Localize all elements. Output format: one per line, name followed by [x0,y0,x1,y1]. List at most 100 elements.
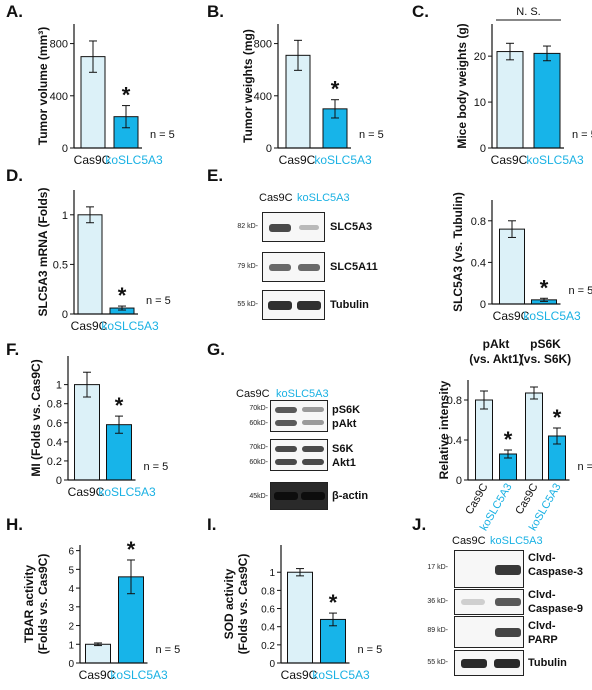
chart-c-bar [533,52,561,149]
chart-b-tick-label: 0 [266,143,272,155]
panel-label-g: G. [207,340,225,359]
chart-b-tick-label: 400 [254,91,272,103]
panel-label-f: F. [6,340,20,359]
chart-b-significance-star: * [331,77,340,102]
chart-f-tick-label: 0 [56,475,62,487]
blot-e-protein-tubulin: Tubulin [330,299,369,311]
chart-e-quant-tick-label: 0 [480,299,486,311]
chart-c-ylabel: Mice body weights (g) [455,23,469,148]
chart-h-ylabel: (Folds vs. Cas9C) [36,554,50,655]
chart-c-n-label: n = 5 [572,129,592,141]
blot-g-header-cas9c: Cas9C [236,388,270,400]
chart-i-tick-label: 0.8 [261,586,275,597]
chart-d-category-label: koSLC5A3 [101,319,159,333]
chart-e-quant-significance-star: * [540,275,549,300]
chart-f-tick-label: 0.2 [47,456,62,468]
blot-e-mw-2: 79 kD- [237,263,258,270]
blot-j-mw-1: 17 kD- [427,564,448,571]
chart-d-category-label: Cas9C [71,319,108,333]
blot-j-protein-parp-a: Clvd- [528,620,556,632]
chart-i-significance-star: * [329,590,338,615]
panel-label-e: E. [207,166,224,185]
blot-j-lane-caspase3 [454,550,524,588]
chart-e-quant-n-label: n = 5 [569,285,592,297]
blot-g-header-koslc5a3: koSLC5A3 [276,388,329,400]
chart-g-quant-group-label: pS6K [530,337,561,351]
chart-e-quant-bar [499,228,525,305]
blot-j-lane-tubulin [454,650,524,676]
chart-c-tick-label: 0 [480,143,486,155]
blot-j-mw-3: 89 kD- [427,627,448,634]
chart-f-n-label: n = 5 [144,461,169,473]
chart-c-tick-label: 10 [474,97,486,109]
chart-h-tick-label: 2 [68,622,74,633]
chart-h-category-label: Cas9C [79,668,116,682]
chart-a-tick-label: 0 [62,143,68,155]
panel-label-c: C. [412,2,429,21]
blot-g-mw-2a: 70kD- [249,444,268,451]
blot-g-protein-akt1: Akt1 [332,457,356,469]
chart-g-quant-ylabel: Relative intensity [437,380,451,479]
chart-d-tick-label: 0 [62,309,68,321]
chart-i-category-label: Cas9C [281,668,318,682]
blot-g-protein-beta-actin: β-actin [332,490,369,502]
blot-e-mw-1: 82 kD- [237,223,258,230]
blot-g-protein-pakt: pAkt [332,418,357,430]
chart-g-quant-bar [475,399,493,481]
blot-e-lane-slc5a3 [262,212,325,242]
blot-e-header-cas9c: Cas9C [259,192,293,204]
chart-h-ylabel: TBAR activity [22,565,36,643]
chart-a-tick-label: 800 [50,39,68,51]
chart-b-ylabel: Tumor weights (mg) [241,29,255,143]
chart-g-quant-tick-label: 0.4 [447,435,462,447]
blot-j-protein-parp-b: PARP [528,634,558,646]
chart-e-quant-category-label: koSLC5A3 [523,309,581,323]
chart-g-quant-bar [525,392,543,481]
chart-f-significance-star: * [115,393,124,418]
chart-g-quant-group-label: pAkt [483,337,510,351]
western-blot-e: Cas9C koSLC5A3 [215,192,350,332]
chart-c-bar [496,51,524,149]
chart-h-tick-label: 4 [68,584,74,595]
chart-e-quant-ylabel: SLC5A3 (vs. Tubulin) [451,192,465,312]
chart-g-quant-tick-label: 0.8 [447,395,462,407]
chart-g-quant-n-label: n = 5 [578,461,592,473]
chart-i-tick-label: 0.6 [261,605,275,616]
chart-f-tick-label: 0.6 [47,418,62,430]
chart-h-tick-label: 5 [68,565,74,576]
chart-i-category-label: koSLC5A3 [312,668,370,682]
chart-i-n-label: n = 5 [358,644,383,656]
panel-label-d: D. [6,166,23,185]
blot-g-mw-3: 45kD- [249,493,268,500]
chart-e-quant-tick-label: 0.4 [471,257,486,269]
chart-f-tick-label: 0.8 [47,399,62,411]
chart-i-bar [287,571,313,664]
chart-f-bar [74,384,100,481]
blot-e-header-koslc5a3: koSLC5A3 [297,192,350,204]
panel-label-i: I. [207,515,217,534]
chart-c-category-label: Cas9C [491,153,528,167]
chart-b-category-label: koSLC5A3 [314,153,372,167]
panel-label-j: J. [412,515,427,534]
panel-label-b: B. [207,2,224,21]
chart-f-category-label: koSLC5A3 [98,485,156,499]
blot-e-lane-tubulin [262,290,325,320]
chart-d-n-label: n = 5 [146,295,171,307]
blot-g-lane-s6k-akt1 [270,439,328,471]
chart-b-n-label: n = 5 [359,129,384,141]
chart-e-quant-tick-label: 0.8 [471,216,486,228]
chart-d-tick-label: 0.5 [53,259,68,271]
chart-g-quant-group-label: (vs. S6K) [520,352,571,366]
chart-d-bar [77,214,103,315]
blot-g-mw-1a: 70kD- [249,405,268,412]
chart-c-tick-label: 20 [474,51,486,63]
chart-a-category-label: Cas9C [74,153,111,167]
blot-j-mw-4: 55 kD- [427,659,448,666]
chart-a-ylabel: Tumor volume (mm³) [36,27,50,145]
chart-d-ylabel: SLC5A3 mRNA (Folds) [36,188,50,317]
chart-d-tick-label: 1 [62,210,68,222]
blot-g-mw-2b: 60kD- [249,459,268,466]
chart-g-quant-tick-label: 0 [456,475,462,487]
blot-j-protein-caspase9-a: Clvd- [528,589,556,601]
